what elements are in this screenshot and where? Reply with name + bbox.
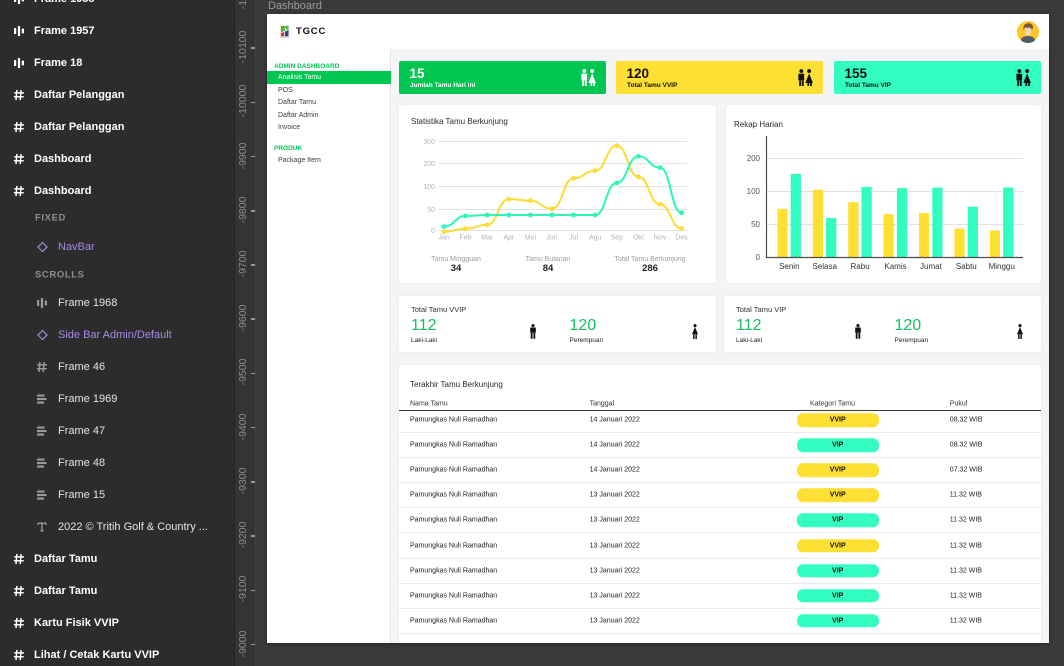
svg-text:Rabu: Rabu [851, 262, 870, 271]
svg-text:100: 100 [423, 184, 435, 191]
svg-text:Jan: Jan [438, 235, 449, 242]
svg-text:0: 0 [431, 228, 435, 235]
svg-text:50: 50 [427, 207, 435, 214]
svg-text:Agu: Agu [589, 235, 602, 242]
svg-text:0: 0 [756, 253, 761, 262]
svg-text:200: 200 [423, 161, 435, 168]
svg-text:Jumat: Jumat [920, 262, 943, 271]
svg-text:Jul: Jul [569, 235, 578, 242]
svg-text:100: 100 [747, 187, 761, 196]
svg-text:Sabtu: Sabtu [956, 262, 977, 271]
svg-text:Sep: Sep [611, 235, 624, 242]
svg-text:Mei: Mei [525, 235, 537, 242]
svg-text:Okt: Okt [633, 235, 644, 242]
svg-text:Feb: Feb [460, 235, 472, 242]
svg-text:200: 200 [747, 154, 761, 163]
svg-text:Kamis: Kamis [884, 262, 906, 271]
svg-text:Mar: Mar [481, 235, 494, 242]
svg-text:Selasa: Selasa [812, 262, 837, 271]
svg-text:Apr: Apr [503, 235, 515, 242]
svg-text:50: 50 [751, 220, 760, 229]
svg-text:300: 300 [423, 139, 435, 146]
svg-text:Nov: Nov [654, 235, 667, 242]
svg-text:Minggu: Minggu [989, 262, 1015, 271]
svg-text:Jun: Jun [546, 235, 557, 242]
svg-text:Des: Des [675, 235, 688, 242]
svg-text:Senin: Senin [779, 262, 799, 271]
